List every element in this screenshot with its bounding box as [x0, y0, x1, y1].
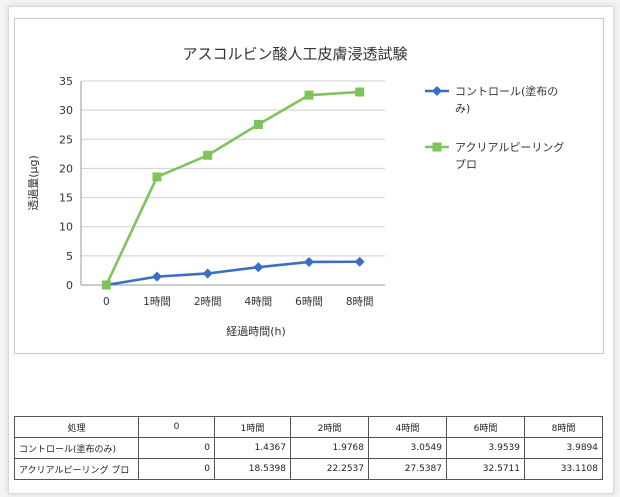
data-point-square	[152, 172, 162, 182]
table-cell: 1.4367	[214, 437, 291, 459]
data-point-square	[101, 280, 111, 290]
chart-frame: アスコルビン酸人工皮膚浸透試験 0 5 10 15 20 25 30 35 0 1時間 2時間 4時…	[14, 18, 604, 354]
y-tick-label: 0	[66, 279, 73, 292]
table-cell: 27.5387	[368, 458, 447, 480]
y-tick-label: 30	[59, 104, 73, 117]
data-point-square	[304, 90, 314, 100]
table-header-cell: 8時間	[524, 416, 603, 438]
data-point-square	[253, 119, 263, 129]
y-tick-label: 5	[66, 250, 73, 263]
x-tick-label: 1時間	[143, 296, 171, 308]
data-table: 処理 0 1時間 2時間 4時間 6時間 8時間 コントロール(塗布のみ) 0 …	[14, 416, 603, 480]
legend-swatch-marker	[432, 142, 442, 152]
table-header-cell: 処理	[14, 416, 139, 438]
table-cell: 0	[138, 458, 215, 480]
y-tick-labels: 0 5 10 15 20 25 30 35	[59, 75, 73, 292]
data-point-diamond	[354, 256, 365, 267]
series-line	[105, 90, 360, 286]
table-cell: 3.0549	[368, 437, 447, 459]
series-line	[106, 260, 360, 287]
legend-label: アクリアルピーリング	[455, 140, 564, 154]
table-header-cell: 6時間	[446, 416, 525, 438]
data-point-square	[355, 87, 365, 97]
table-cell: 32.5711	[446, 458, 525, 480]
y-tick-label: 10	[59, 221, 73, 234]
table-cell: 0	[138, 437, 215, 459]
row-label: コントロール(塗布のみ)	[14, 437, 139, 459]
legend-label: み)	[455, 102, 470, 115]
y-tick-label: 15	[59, 192, 73, 205]
data-point-diamond	[253, 262, 264, 273]
chart-title: アスコルビン酸人工皮膚浸透試験	[182, 45, 407, 63]
table-row: コントロール(塗布のみ) 0 1.4367 1.9768 3.0549 3.95…	[14, 437, 603, 459]
table-header-cell: 2時間	[290, 416, 369, 438]
y-axis-label: 透過量(μg)	[27, 155, 40, 211]
data-point-square	[203, 150, 213, 160]
grid-lines	[80, 80, 385, 286]
x-tick-label: 0	[103, 296, 110, 308]
legend-label: コントロール(塗布の	[455, 84, 558, 98]
table-cell: 1.9768	[290, 437, 369, 459]
legend-label: プロ	[455, 158, 477, 171]
x-axis-label: 経過時間(h)	[226, 325, 286, 338]
table-cell: 22.2537	[290, 458, 369, 480]
table-header-row: 処理 0 1時間 2時間 4時間 6時間 8時間	[14, 416, 603, 438]
y-tick-label: 35	[59, 75, 73, 88]
table-cell: 3.9894	[524, 437, 603, 459]
x-tick-label: 2時間	[194, 296, 222, 308]
y-tick-label: 20	[59, 162, 73, 175]
x-tick-label: 4時間	[244, 296, 272, 308]
table-header-cell: 1時間	[214, 416, 291, 438]
row-label: アクリアルピーリング プロ	[14, 458, 139, 480]
y-tick-label: 25	[59, 133, 73, 146]
series-group	[101, 87, 365, 290]
x-tick-label: 6時間	[295, 296, 323, 308]
table-cell: 3.9539	[446, 437, 525, 459]
data-point-diamond	[202, 268, 213, 279]
data-point-diamond	[152, 271, 162, 282]
line-chart: アスコルビン酸人工皮膚浸透試験 0 5 10 15 20 25 30 35 0 1時間 2時間 4時…	[27, 45, 564, 338]
table-header-cell: 0	[138, 416, 215, 438]
table-cell: 18.5398	[214, 458, 291, 480]
table-header-cell: 4時間	[368, 416, 447, 438]
data-point-diamond	[304, 256, 314, 267]
table-row: アクリアルピーリング プロ 0 18.5398 22.2537 27.5387 …	[14, 458, 603, 480]
x-tick-label: 8時間	[346, 296, 374, 308]
legend-swatch-marker	[432, 86, 442, 96]
table-cell: 33.1108	[524, 458, 603, 480]
x-tick-labels: 0 1時間 2時間 4時間 6時間 8時間	[103, 296, 374, 308]
